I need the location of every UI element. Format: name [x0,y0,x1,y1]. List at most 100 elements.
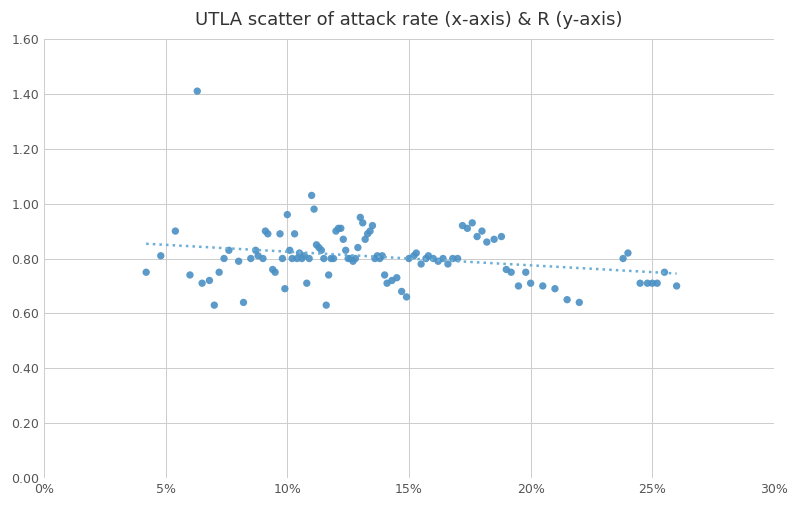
Title: UTLA scatter of attack rate (x-axis) & R (y-axis): UTLA scatter of attack rate (x-axis) & R… [195,11,622,29]
Point [456,222,469,230]
Point [356,219,369,227]
Point [310,241,323,249]
Point [373,255,386,263]
Point [273,230,286,238]
Point [380,279,393,287]
Point [415,260,427,268]
Point [259,227,272,235]
Point [378,271,391,279]
Point [641,279,654,287]
Point [536,282,549,290]
Point [512,282,525,290]
Point [451,255,464,263]
Point [286,255,299,263]
Point [650,279,663,287]
Point [354,213,367,222]
Point [447,255,459,263]
Point [386,276,399,284]
Point [366,222,379,230]
Point [622,249,634,257]
Point [646,279,658,287]
Point [154,251,167,260]
Point [329,227,342,235]
Point [340,246,352,255]
Point [327,255,340,263]
Point [347,257,360,265]
Point [364,227,376,235]
Point [140,268,153,276]
Point [208,301,221,309]
Point [320,301,332,309]
Point [332,224,345,232]
Point [261,230,274,238]
Point [480,238,493,246]
Point [217,255,230,263]
Point [191,87,204,95]
Point [436,255,449,263]
Point [213,268,225,276]
Point [296,255,308,263]
Point [222,246,235,255]
Point [315,246,328,255]
Point [634,279,646,287]
Point [410,249,423,257]
Point [249,246,262,255]
Point [352,243,364,251]
Point [519,268,532,276]
Point [427,255,439,263]
Point [419,255,432,263]
Point [487,235,500,243]
Point [391,274,403,282]
Point [291,255,304,263]
Point [305,191,318,199]
Point [322,271,335,279]
Point [252,251,264,260]
Point [298,251,311,260]
Point [471,233,483,241]
Point [573,298,586,306]
Point [400,293,413,301]
Point [303,255,316,263]
Point [670,282,683,290]
Point [308,205,320,213]
Point [337,235,350,243]
Point [403,255,415,263]
Point [317,255,330,263]
Point [233,257,245,265]
Point [524,279,537,287]
Point [256,255,269,263]
Point [658,268,671,276]
Point [422,251,435,260]
Point [349,255,362,263]
Point [466,219,479,227]
Point [495,233,508,241]
Point [300,279,313,287]
Point [266,266,279,274]
Point [244,255,257,263]
Point [268,268,281,276]
Point [169,227,181,235]
Point [324,255,337,263]
Point [461,224,474,232]
Point [312,243,325,251]
Point [376,251,388,260]
Point [368,255,381,263]
Point [293,249,306,257]
Point [561,296,574,304]
Point [344,255,357,263]
Point [335,224,348,232]
Point [500,266,513,274]
Point [371,251,384,260]
Point [276,255,288,263]
Point [431,257,444,265]
Point [184,271,197,279]
Point [361,230,374,238]
Point [475,227,488,235]
Point [203,276,216,284]
Point [617,255,630,263]
Point [279,284,292,293]
Point [281,210,294,219]
Point [284,246,296,255]
Point [549,284,562,293]
Point [407,251,420,260]
